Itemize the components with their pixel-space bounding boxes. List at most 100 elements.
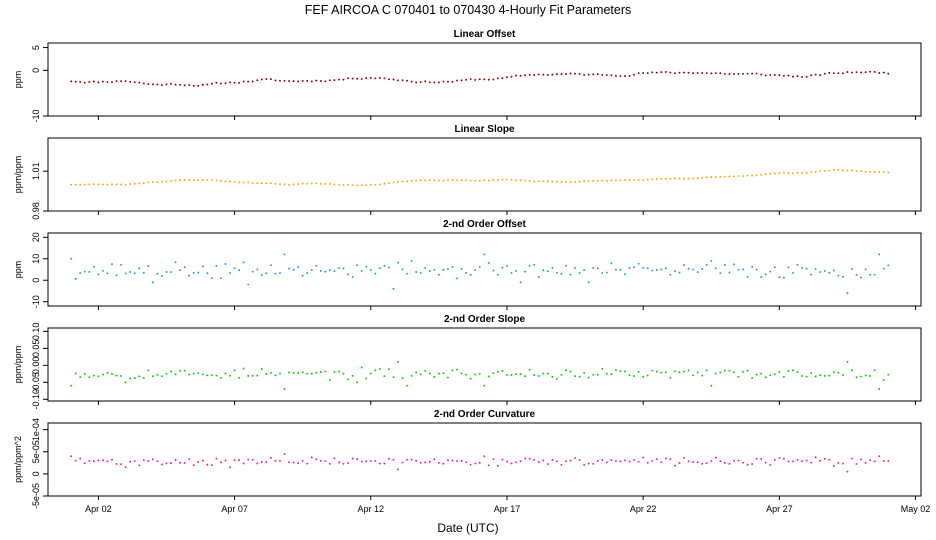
data-point (751, 265, 754, 268)
data-point (260, 273, 263, 276)
data-point (460, 459, 463, 462)
data-point (138, 81, 141, 84)
data-point (188, 373, 191, 376)
data-point (101, 183, 104, 186)
data-point (705, 462, 708, 465)
data-point (519, 460, 522, 463)
data-point (646, 178, 649, 181)
data-point (610, 373, 613, 376)
data-point (560, 181, 563, 183)
data-point (256, 79, 259, 82)
data-point (887, 460, 890, 463)
data-point (74, 459, 77, 462)
data-point (365, 184, 368, 187)
data-point (592, 462, 595, 465)
data-point (524, 270, 527, 273)
data-point (297, 266, 300, 268)
data-point (637, 370, 640, 373)
data-point (737, 459, 740, 462)
data-point (882, 459, 885, 462)
data-point (769, 463, 772, 466)
data-point (424, 80, 427, 83)
data-point (478, 78, 481, 81)
data-point (592, 373, 595, 376)
data-point (465, 461, 468, 464)
data-point (633, 459, 636, 461)
data-point (592, 267, 595, 269)
data-point (683, 456, 685, 459)
data-point (83, 270, 86, 273)
data-point (551, 180, 554, 183)
data-point (601, 367, 604, 370)
data-point (410, 374, 413, 377)
data-point (664, 177, 667, 180)
data-point (474, 462, 477, 465)
data-point (678, 177, 681, 180)
data-point (769, 172, 772, 175)
data-point (83, 372, 86, 375)
data-point (397, 261, 399, 264)
data-point (179, 179, 182, 182)
data-point (801, 460, 804, 463)
data-point (106, 372, 109, 374)
data-point (210, 82, 213, 85)
data-point (873, 369, 876, 372)
data-point (156, 272, 159, 275)
data-point (687, 71, 690, 74)
data-point (297, 372, 300, 374)
data-point (224, 372, 227, 375)
data-point (170, 271, 172, 273)
data-point (642, 456, 645, 459)
data-point (161, 180, 163, 183)
plot-frame (47, 327, 922, 402)
y-tick-label: -0.10 (31, 389, 41, 410)
data-point (537, 375, 540, 377)
data-point (814, 456, 817, 459)
data-point (106, 81, 109, 84)
data-point (251, 270, 254, 273)
y-tick-label: -0.05 (31, 372, 41, 393)
data-point (251, 80, 254, 83)
data-point (701, 462, 704, 465)
x-tick-label: Apr 07 (221, 504, 248, 514)
data-point (669, 376, 672, 379)
data-point (201, 373, 204, 376)
data-point (369, 459, 372, 462)
data-point (365, 265, 368, 268)
x-tick-label: Apr 12 (358, 504, 385, 514)
data-point (456, 368, 458, 371)
data-point (297, 80, 300, 83)
data-point (310, 268, 313, 271)
data-point (406, 79, 409, 82)
data-point (560, 73, 563, 76)
data-point (133, 460, 136, 462)
data-point (828, 374, 831, 377)
data-point (506, 460, 508, 463)
data-point (533, 458, 536, 461)
data-point (460, 267, 463, 270)
data-point (683, 177, 685, 180)
data-point (637, 262, 640, 265)
data-point (714, 72, 717, 75)
data-point (605, 74, 608, 77)
data-point (624, 459, 626, 462)
data-point (79, 183, 82, 186)
data-point (828, 169, 831, 172)
data-point (642, 71, 645, 74)
data-point (746, 369, 749, 372)
data-point (306, 272, 309, 275)
data-point (424, 461, 427, 464)
data-point (338, 267, 340, 269)
data-point (551, 266, 554, 269)
data-point (687, 267, 690, 270)
data-point (210, 179, 213, 181)
data-point (328, 378, 331, 381)
data-point (823, 374, 826, 377)
data-point (614, 75, 617, 77)
data-point (460, 372, 463, 375)
data-point (832, 168, 835, 171)
data-point (387, 78, 390, 81)
data-point (288, 267, 291, 270)
data-point (614, 268, 617, 271)
